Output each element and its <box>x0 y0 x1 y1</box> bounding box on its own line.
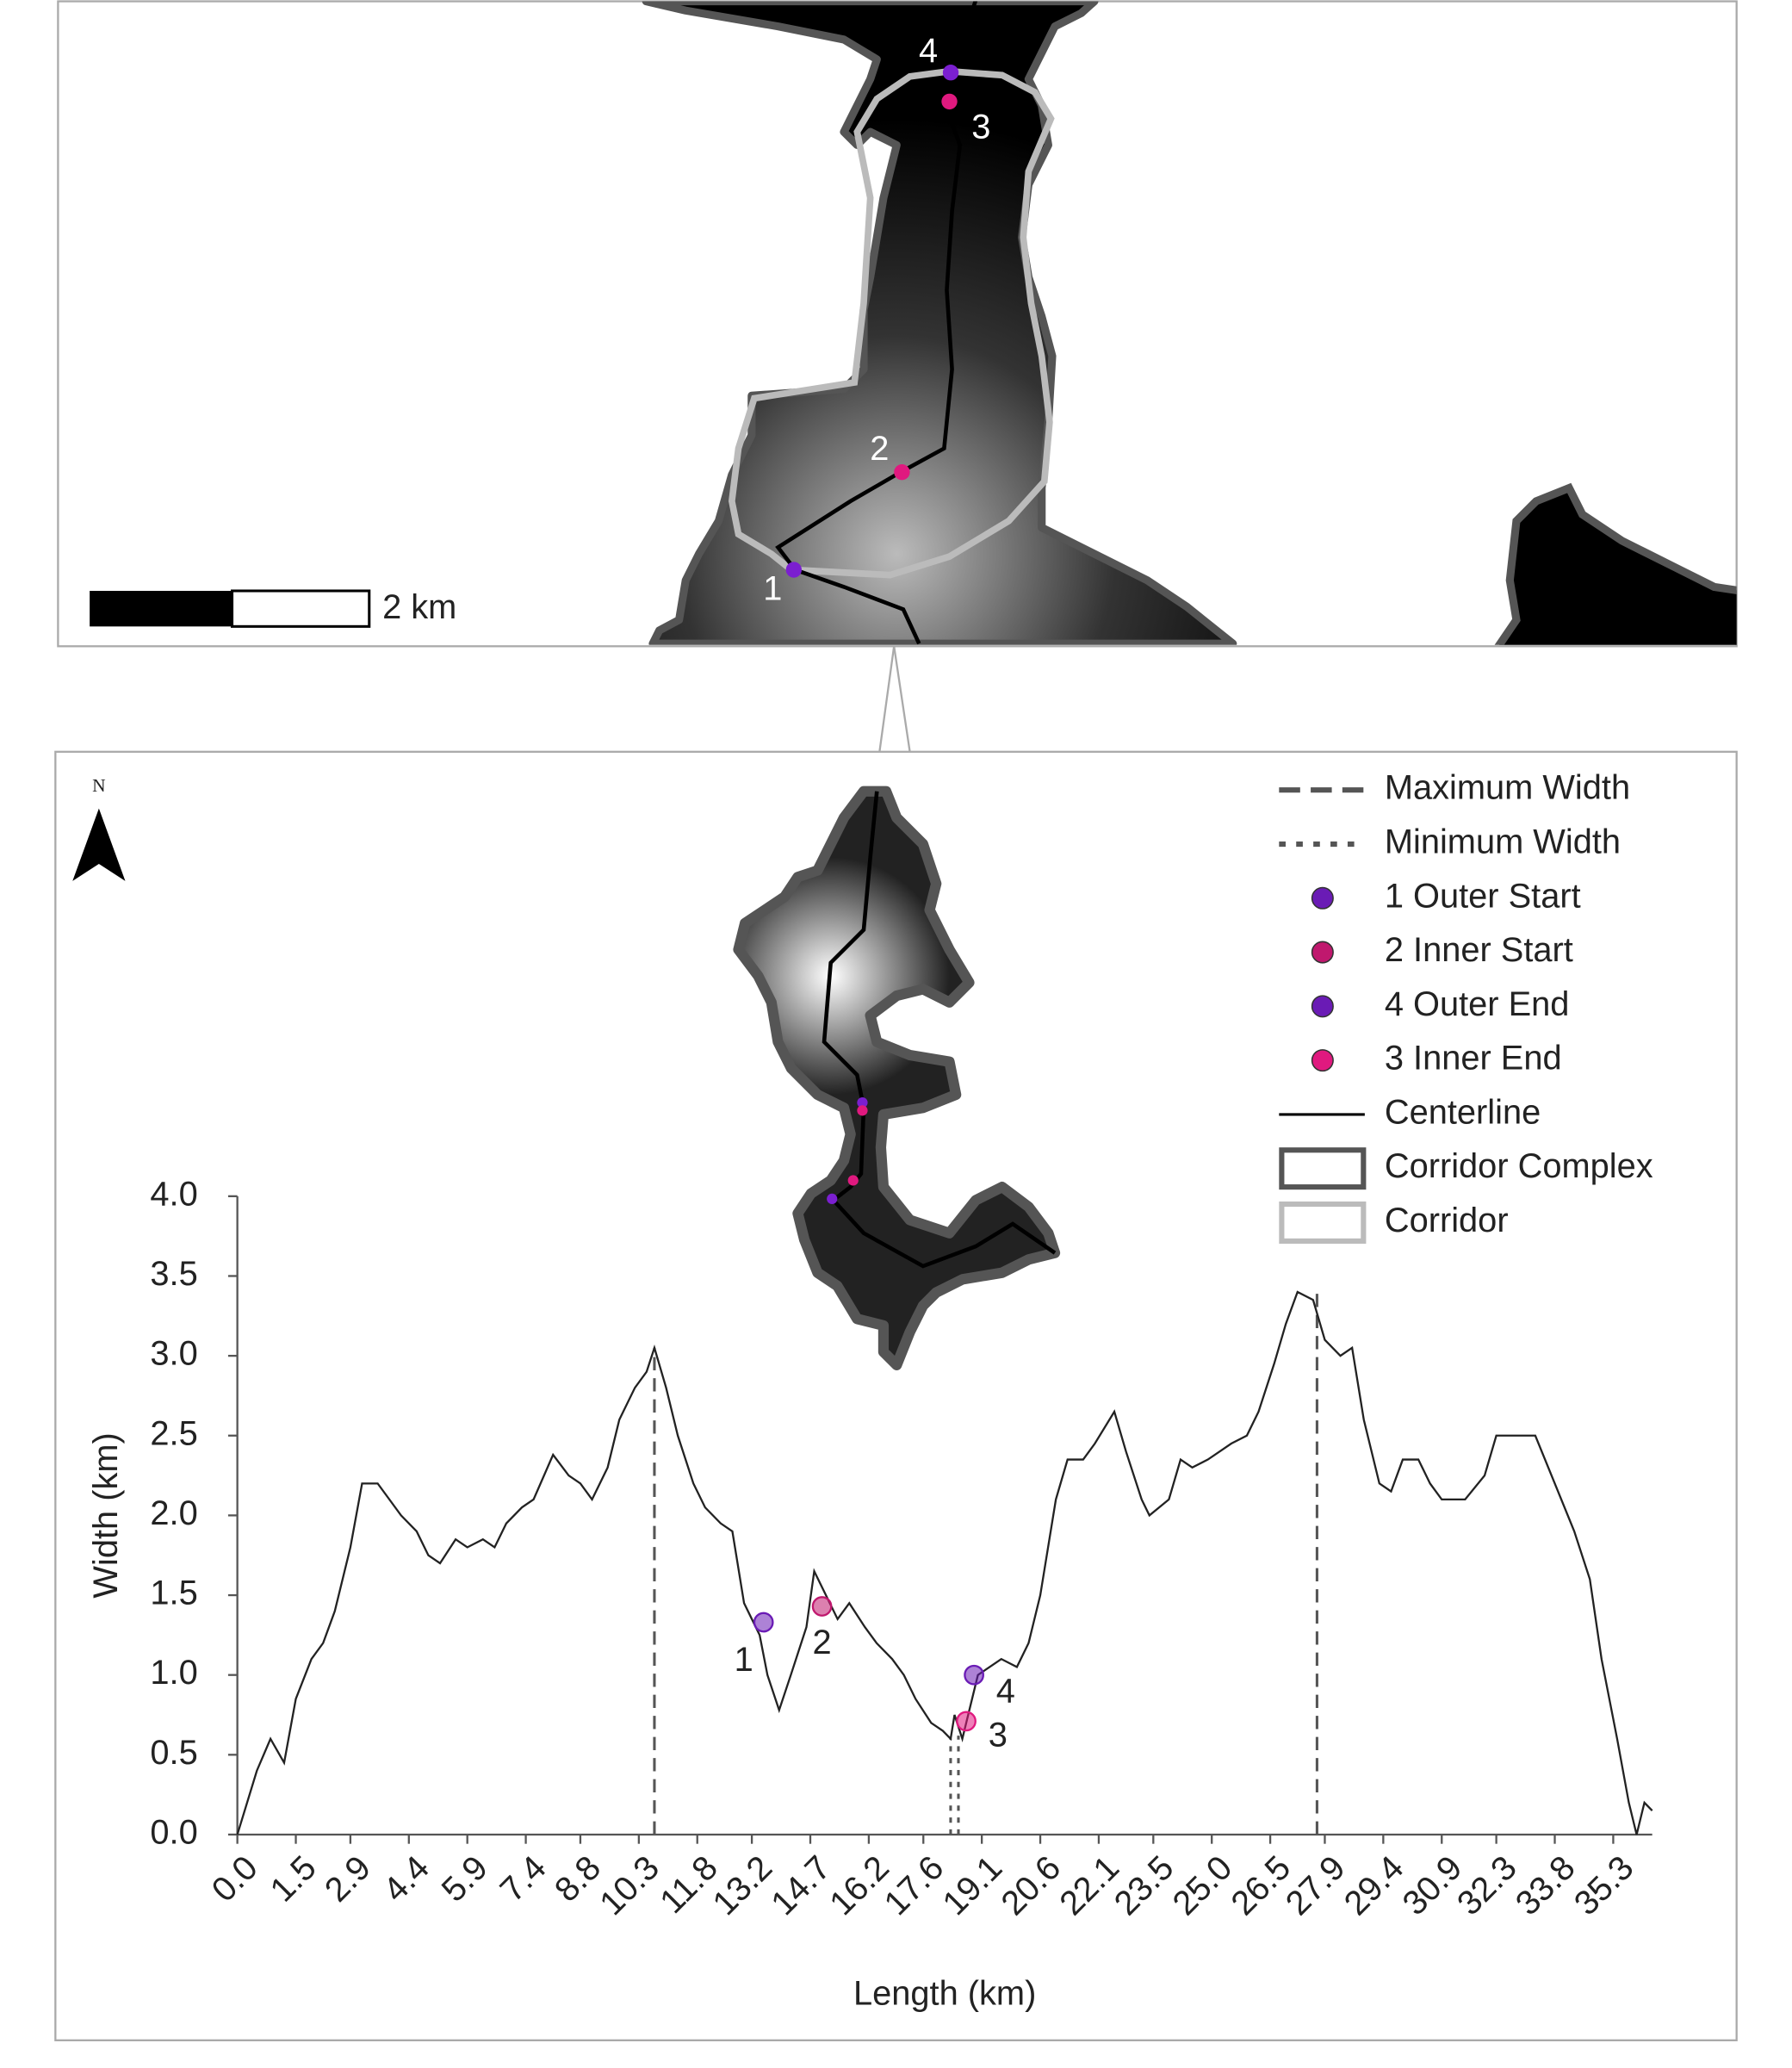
connector <box>893 646 911 752</box>
legend-symbol <box>1311 941 1334 964</box>
y-tick-label: 0.5 <box>150 1734 197 1772</box>
map-point <box>785 562 803 578</box>
corridor-complex <box>1494 482 1737 645</box>
y-tick-label: 2.0 <box>150 1494 197 1532</box>
map-point-label: 4 <box>919 32 938 70</box>
centerline <box>822 791 1057 1269</box>
legend-label: Corridor Complex <box>1385 1147 1653 1185</box>
point-label: 4 <box>996 1673 1015 1711</box>
legend-symbol <box>1279 1147 1367 1190</box>
legend-label: 2 Inner Start <box>1385 931 1573 969</box>
y-tick-label: 3.0 <box>150 1335 197 1373</box>
north-arrow <box>72 808 126 881</box>
y-tick-label: 4.0 <box>150 1175 197 1213</box>
y-axis-title: Width (km) <box>87 1432 125 1598</box>
legend-symbol <box>1311 1049 1334 1072</box>
scale-bar <box>230 589 371 628</box>
map-point <box>942 65 959 81</box>
point-label: 2 <box>813 1624 832 1661</box>
point-marker <box>811 1596 833 1617</box>
point-label: 3 <box>989 1716 1008 1754</box>
legend-label: Minimum Width <box>1385 823 1621 861</box>
corridor-complex <box>733 786 1061 1370</box>
y-tick-label: 3.5 <box>150 1255 197 1293</box>
legend-label: 1 Outer Start <box>1385 877 1581 915</box>
legend-symbol <box>1279 1201 1367 1244</box>
width-line <box>236 1290 1653 1835</box>
centerline <box>775 1 978 645</box>
legend-label: Centerline <box>1385 1093 1541 1131</box>
x-axis-title: Length (km) <box>853 1974 1036 2012</box>
map-point <box>941 93 958 110</box>
north-label: N <box>92 775 105 796</box>
y-tick-label: 1.5 <box>150 1574 197 1612</box>
y-tick-label: 2.5 <box>150 1414 197 1452</box>
map-point <box>894 464 910 481</box>
legend-symbol <box>1311 995 1334 1018</box>
map-point <box>827 1193 838 1205</box>
legend-label: Corridor <box>1385 1202 1509 1239</box>
legend-label: Maximum Width <box>1385 769 1630 807</box>
scale-label: 2 km <box>382 588 456 626</box>
corridor-complex <box>642 1 1237 645</box>
map-point <box>847 1175 859 1186</box>
legend-symbol <box>1311 886 1334 910</box>
map-point <box>857 1105 868 1116</box>
map-point <box>857 1097 868 1109</box>
connector <box>878 646 896 752</box>
y-tick-label: 1.0 <box>150 1654 197 1692</box>
y-tick-label: 0.0 <box>150 1813 197 1851</box>
top-map <box>642 1 1737 645</box>
map-point-label: 3 <box>971 109 990 146</box>
point-marker <box>964 1664 984 1686</box>
legend-label: 4 Outer End <box>1385 985 1570 1023</box>
map-point-label: 2 <box>870 430 889 468</box>
point-marker <box>956 1711 977 1732</box>
point-label: 1 <box>735 1641 753 1679</box>
legend-label: 3 Inner End <box>1385 1040 1562 1077</box>
inset-map <box>733 786 1061 1370</box>
map-point-label: 1 <box>763 570 782 608</box>
point-marker <box>753 1612 774 1633</box>
scale-bar <box>90 591 233 627</box>
